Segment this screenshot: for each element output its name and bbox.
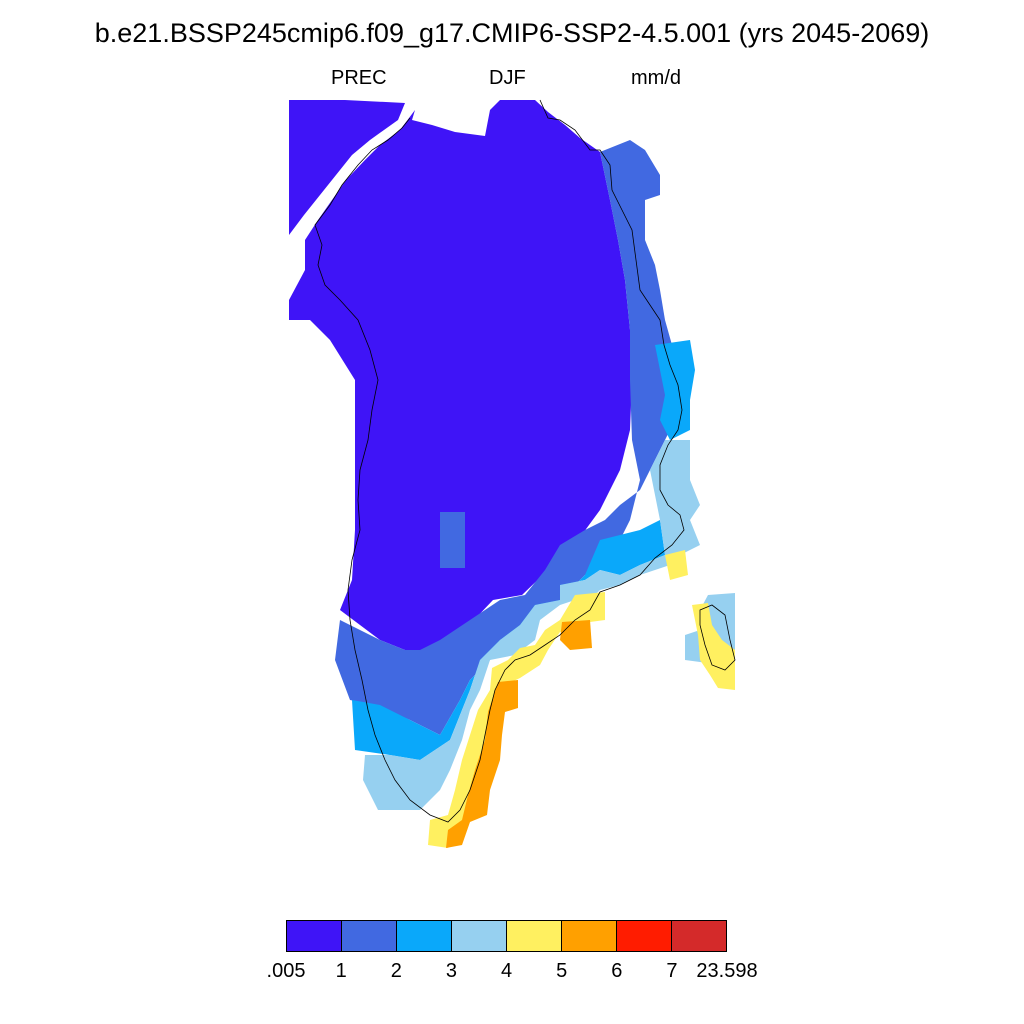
colorbar-label: 5 bbox=[556, 960, 568, 982]
season-label: DJF bbox=[489, 67, 526, 89]
colorbar-label: 7 bbox=[666, 960, 678, 982]
colorbar-swatch-0 bbox=[287, 921, 342, 951]
plot-title: b.e21.BSSP245cmip6.f09_g17.CMIP6-SSP2-4.… bbox=[94, 18, 930, 48]
colorbar-swatch-7 bbox=[672, 921, 726, 951]
colorbar bbox=[286, 920, 727, 952]
colorbar-swatch-2 bbox=[397, 921, 452, 951]
map-level-2-region bbox=[352, 340, 695, 760]
colorbar-swatch-3 bbox=[452, 921, 507, 951]
map-level-1-region bbox=[335, 140, 680, 735]
colorbar-swatch-6 bbox=[617, 921, 672, 951]
colorbar-label: 3 bbox=[445, 960, 457, 982]
colorbar-label: 6 bbox=[611, 960, 623, 982]
variable-label: PREC bbox=[331, 67, 387, 89]
colorbar-label: 4 bbox=[500, 960, 513, 982]
colorbar-swatch-4 bbox=[507, 921, 562, 951]
colorbar-label: .005 bbox=[266, 960, 306, 982]
colorbar-label: 23.598 bbox=[696, 960, 758, 982]
colorbar-label: 2 bbox=[390, 960, 402, 982]
colorbar-swatch-1 bbox=[342, 921, 397, 951]
units-label: mm/d bbox=[631, 67, 681, 89]
coastline bbox=[314, 99, 685, 823]
colorbar-label: 1 bbox=[335, 960, 347, 982]
colorbar-swatch-5 bbox=[562, 921, 617, 951]
map-level-0-region bbox=[289, 100, 632, 650]
